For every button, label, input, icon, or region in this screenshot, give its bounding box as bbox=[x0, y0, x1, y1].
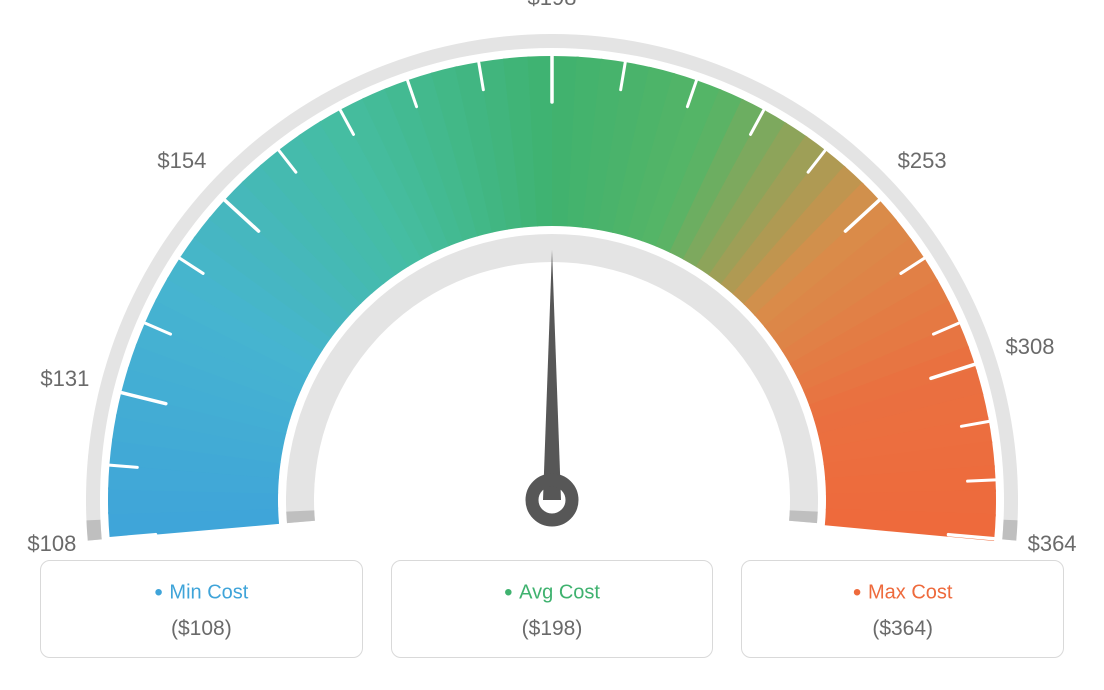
min-cost-card: Min Cost ($108) bbox=[40, 560, 363, 658]
max-cost-card: Max Cost ($364) bbox=[741, 560, 1064, 658]
min-cost-label: Min Cost bbox=[51, 579, 352, 607]
max-cost-value: ($364) bbox=[752, 617, 1053, 641]
gauge-tick-label: $308 bbox=[1005, 334, 1054, 360]
min-cost-value: ($108) bbox=[51, 617, 352, 641]
gauge-tick-label: $131 bbox=[40, 366, 89, 392]
avg-cost-card: Avg Cost ($198) bbox=[391, 560, 714, 658]
gauge-tick-label: $364 bbox=[1028, 531, 1077, 557]
max-cost-label: Max Cost bbox=[752, 579, 1053, 607]
avg-cost-label: Avg Cost bbox=[402, 579, 703, 607]
avg-cost-value: ($198) bbox=[402, 617, 703, 641]
gauge-tick-label: $253 bbox=[898, 148, 947, 174]
gauge-chart: $108 $131 $154 $198 $253 $308 $364 bbox=[0, 0, 1104, 560]
gauge-svg bbox=[0, 0, 1104, 560]
cost-cards-row: Min Cost ($108) Avg Cost ($198) Max Cost… bbox=[0, 560, 1104, 688]
gauge-tick-label: $198 bbox=[528, 0, 577, 11]
gauge-tick-label: $154 bbox=[157, 148, 206, 174]
gauge-tick-label: $108 bbox=[27, 531, 76, 557]
